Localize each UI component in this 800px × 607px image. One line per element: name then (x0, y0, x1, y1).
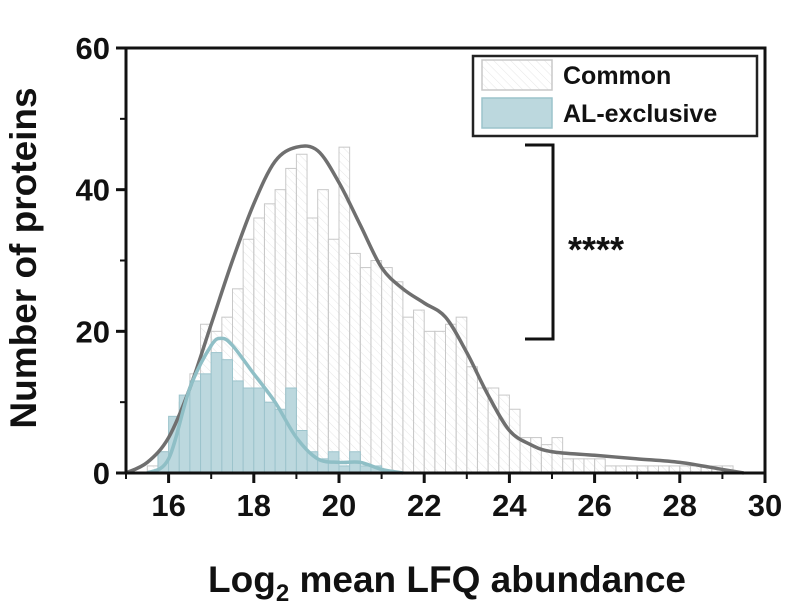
x-tick-label-18: 18 (237, 488, 271, 523)
common-bar-14 (295, 153, 308, 474)
common-bar-28 (445, 323, 457, 474)
y-tick-label-60: 60 (76, 31, 110, 66)
al-exclusive-density-curve (146, 336, 404, 475)
common-bar-22 (381, 267, 393, 474)
common-bar-39 (562, 458, 574, 474)
y-tick-label-40: 40 (76, 173, 110, 208)
x-tick-label-16: 16 (151, 488, 185, 523)
x-tick-label-30: 30 (748, 488, 782, 523)
common-bar-21 (370, 260, 383, 474)
common-bar-19 (349, 252, 361, 474)
significance-stars: **** (568, 229, 624, 270)
legend-swatch-common (481, 59, 553, 91)
al-exclusive-bar-4 (200, 373, 212, 474)
x-axis-title-rest: mean LFQ abundance (289, 559, 686, 600)
common-bar-33 (498, 394, 510, 474)
common-bar-30 (466, 366, 478, 474)
common-density-curve (125, 144, 744, 475)
al-exclusive-bar-3 (189, 380, 202, 474)
al-exclusive-bar-8 (242, 387, 255, 474)
common-bar-23 (391, 281, 404, 474)
significance-bracket: **** (525, 143, 624, 341)
legend-swatch-al-exclusive (481, 97, 553, 129)
legend-label-common: Common (563, 62, 671, 90)
common-bar-36 (530, 437, 542, 474)
al-exclusive-bar-5 (210, 352, 223, 474)
al-exclusive-bar-7 (232, 380, 244, 474)
x-tick-label-28: 28 (663, 488, 697, 523)
common-bar-38 (551, 437, 564, 474)
common-bar-17 (327, 238, 340, 474)
x-axis-title: Log2 mean LFQ abundance (208, 559, 686, 607)
significance-bracket-line (525, 143, 555, 341)
y-tick-label-20: 20 (76, 314, 110, 349)
y-tick-label-0: 0 (93, 456, 110, 491)
x-axis-title-subscript: 2 (276, 580, 289, 607)
x-tick-label-26: 26 (577, 488, 611, 523)
x-tick-label-24: 24 (492, 488, 527, 523)
common-bar-24 (402, 316, 415, 474)
al-exclusive-bar-9 (253, 387, 265, 474)
al-exclusive-bar-10 (263, 401, 276, 474)
x-axis-title-main: Log (208, 559, 276, 600)
common-bar-31 (476, 387, 489, 474)
common-bar-15 (306, 217, 319, 474)
x-tick-label-20: 20 (322, 488, 356, 523)
common-bar-34 (508, 408, 521, 474)
common-bar-20 (359, 267, 372, 474)
common-bar-16 (317, 189, 329, 474)
al-exclusive-bar-6 (221, 359, 234, 474)
legend: Common AL-exclusive (471, 54, 759, 138)
common-bar-26 (423, 330, 436, 474)
common-bar-40 (572, 458, 585, 474)
axes: 16 18 20 22 24 26 28 30 0 20 40 60 (76, 31, 783, 523)
common-bar-27 (434, 330, 447, 474)
common-bar-41 (583, 458, 596, 474)
common-bar-42 (594, 458, 606, 474)
legend-label-al-exclusive: AL-exclusive (563, 100, 717, 128)
common-bar-25 (413, 309, 425, 474)
y-axis-title: Number of proteins (3, 87, 44, 428)
x-tick-label-22: 22 (407, 488, 441, 523)
